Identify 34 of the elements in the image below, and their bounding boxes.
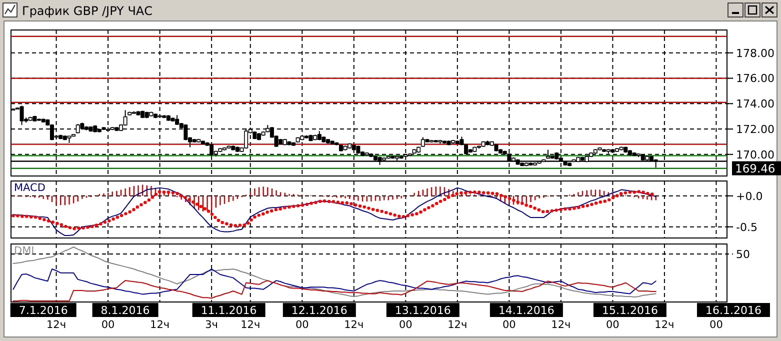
category-label: 16.1.2016 [705, 304, 762, 317]
y-tick-label: 176.00 [736, 72, 774, 86]
x-tick-label: 00 [606, 319, 620, 331]
text: 50 [736, 248, 750, 261]
x-tick-label: 12ч [344, 319, 364, 331]
x-tick-label: 3ч [205, 319, 218, 331]
y-tick-label: 178.00 [736, 46, 774, 60]
x-tick-label: 00 [710, 319, 723, 331]
chart-title: MACD [14, 182, 46, 194]
category-label: 13.1.2016 [394, 304, 451, 317]
x-tick-label: 12ч [448, 319, 468, 331]
category-label: 15.1.2016 [602, 304, 658, 317]
category-label: 11.1.2016 [200, 304, 257, 317]
x-tick-label: 00 [398, 319, 412, 331]
y-tick-label: 172.00 [736, 123, 774, 136]
x-tick-label: 12ч [150, 319, 170, 331]
y-tick-label: -0.5 [736, 220, 758, 234]
category-label: 8.1.2016 [100, 304, 150, 317]
chart-title: DMI [14, 245, 34, 257]
x-tick-label: 00 [295, 319, 309, 331]
x-tick-label: 00 [502, 319, 516, 331]
y-tick-label: 170.00 [736, 148, 774, 162]
y-tick-label: +0.0 [736, 190, 763, 203]
x-tick-label: 12ч [551, 319, 571, 331]
category-label: 7.1.2016 [18, 304, 68, 317]
x-tick-label: 12ч [240, 319, 260, 331]
category-label: 12.1.2016 [291, 304, 348, 317]
y-tick-label: 174.00 [736, 98, 774, 111]
chart-title: График GBP /JPY ЧАС [22, 4, 153, 18]
category-label: 14.1.2016 [498, 304, 554, 317]
ref-line-label: 169.46 [735, 161, 776, 176]
x-tick-label: 12ч [654, 319, 674, 331]
x-tick-label: 00 [101, 319, 115, 331]
x-tick-label: 12ч [46, 319, 66, 331]
